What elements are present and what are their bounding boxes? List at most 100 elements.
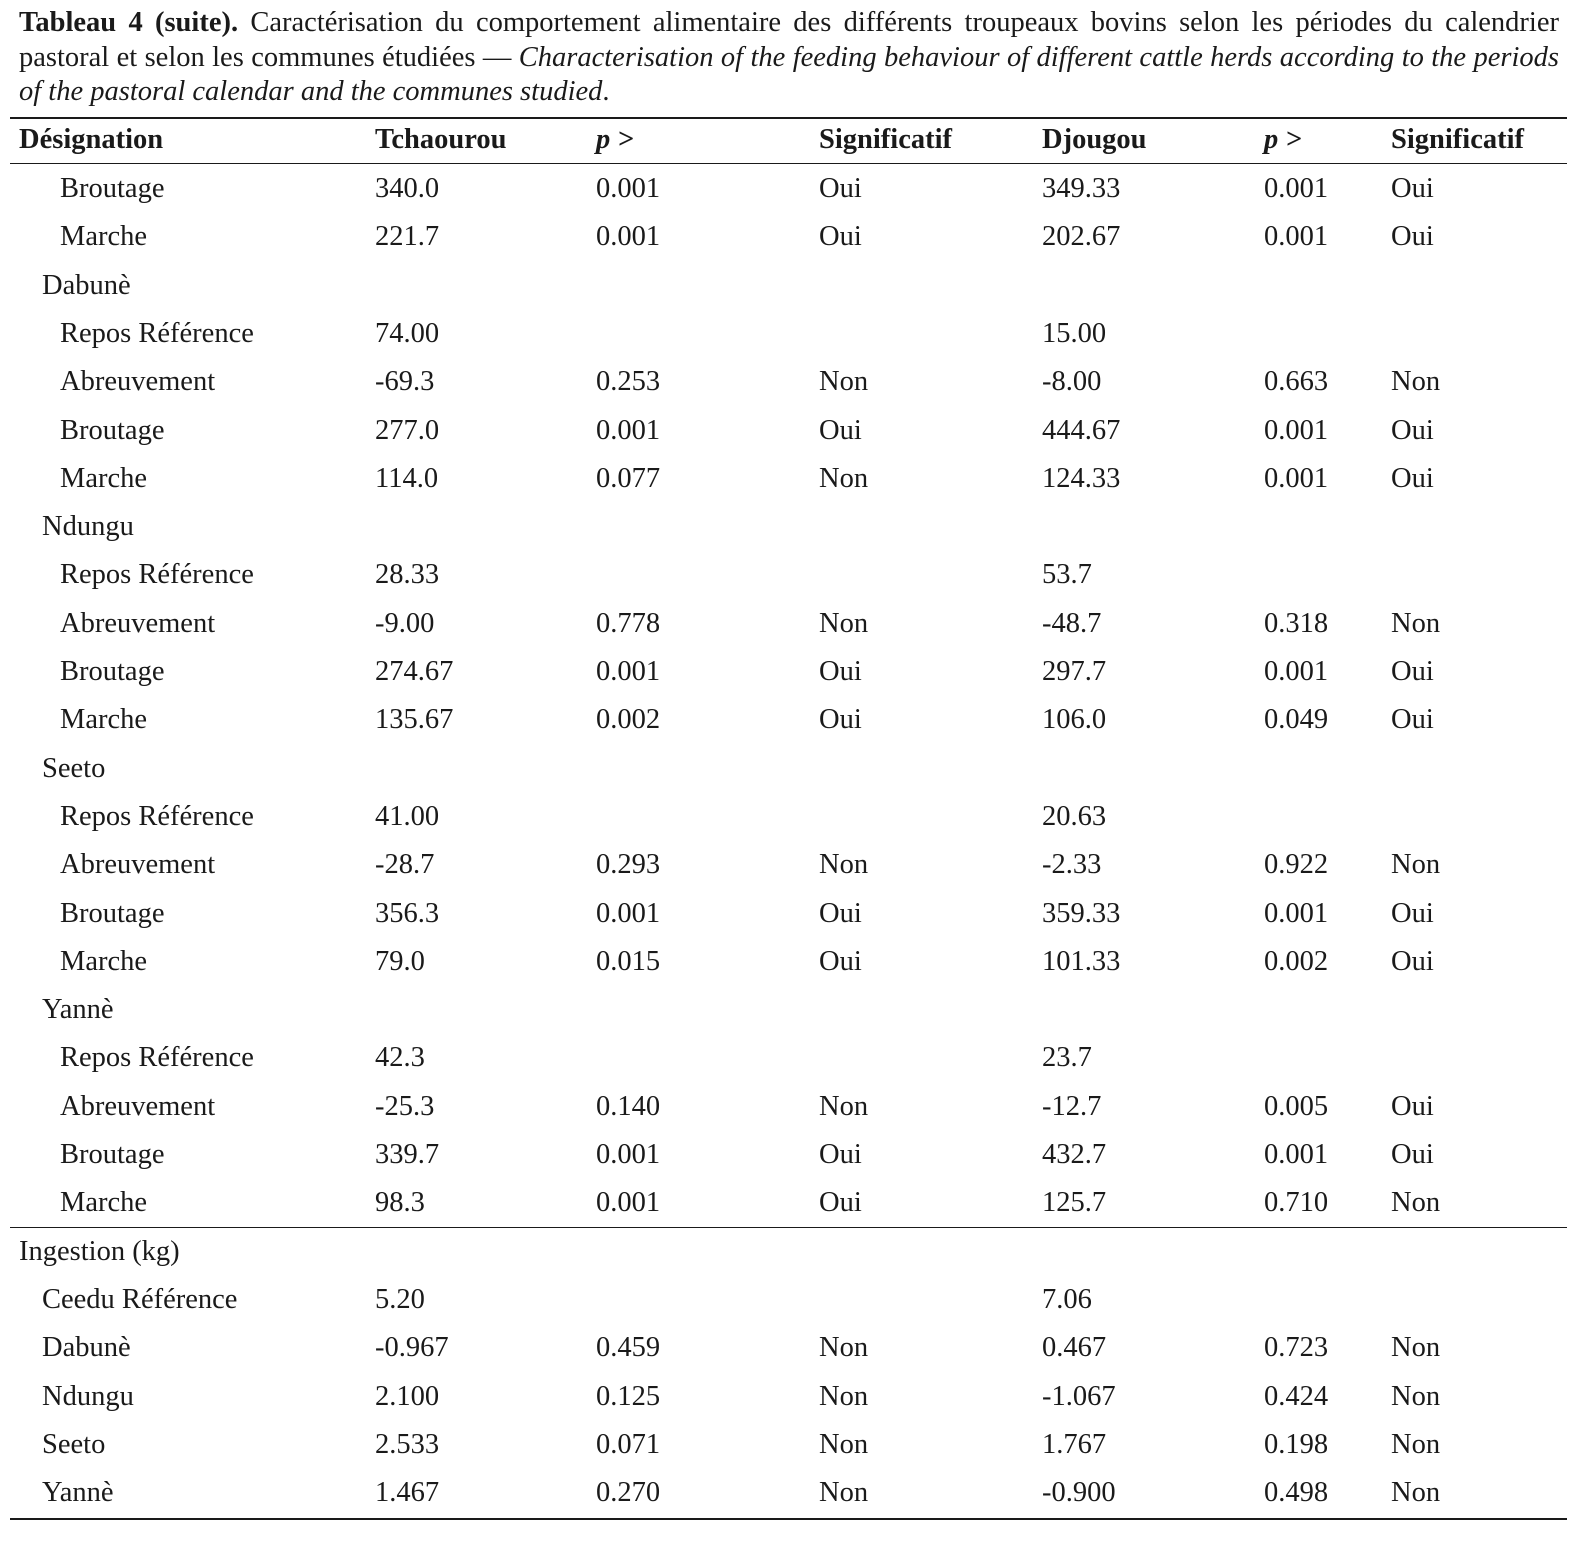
- cell-p-djougou: 0.005: [1264, 1090, 1329, 1122]
- table-bottom-rule: [10, 1518, 1567, 1520]
- cell-significatif-djougou: Oui: [1391, 1139, 1434, 1170]
- cell-significatif-tchaourou: Oui: [819, 173, 862, 204]
- cell-p-tchaourou: 0.778: [596, 607, 661, 639]
- table-header-rule: [10, 163, 1567, 164]
- cell-significatif-djougou: Non: [1391, 1187, 1441, 1219]
- cell-significatif-djougou: Oui: [1391, 897, 1434, 929]
- group-label: Yannè: [42, 1477, 114, 1509]
- cell-djougou: 15.00: [1042, 317, 1107, 349]
- cell-tchaourou: 339.7: [375, 1139, 440, 1170]
- caption-text-fr: Caractérisation du comportement alimenta…: [19, 7, 1559, 73]
- cell-tchaourou: -0.967: [375, 1332, 449, 1364]
- cell-significatif-tchaourou: Non: [819, 1428, 869, 1460]
- cell-tchaourou: -25.3: [375, 1090, 435, 1122]
- header-designation: Désignation: [19, 124, 164, 155]
- group-label: Ceedu Référence: [42, 1283, 238, 1315]
- header-djougou: Djougou: [1042, 124, 1147, 155]
- row-label: Repos Référence: [60, 559, 254, 591]
- row-label: Marche: [60, 1187, 148, 1219]
- group-label: Ndungu: [42, 1380, 134, 1412]
- cell-p-djougou: 0.318: [1264, 607, 1329, 639]
- header-significatif-djougou: Significatif: [1391, 124, 1524, 155]
- cell-p-djougou: 0.710: [1264, 1187, 1329, 1219]
- cell-djougou: 359.33: [1042, 897, 1121, 929]
- cell-djougou: 202.67: [1042, 221, 1121, 253]
- group-label: Ndungu: [42, 511, 134, 543]
- cell-tchaourou: 28.33: [375, 559, 440, 591]
- row-label: Abreuvement: [60, 849, 216, 881]
- row-label: Marche: [60, 221, 148, 253]
- cell-djougou: 53.7: [1042, 559, 1092, 591]
- cell-significatif-tchaourou: Non: [819, 1332, 869, 1364]
- group-label: Seeto: [42, 752, 106, 784]
- group-label: Yannè: [42, 994, 114, 1026]
- cell-djougou: 125.7: [1042, 1187, 1107, 1219]
- cell-tchaourou: 135.67: [375, 704, 454, 736]
- cell-djougou: 297.7: [1042, 656, 1107, 687]
- cell-djougou: 432.7: [1042, 1139, 1107, 1170]
- cell-tchaourou: 1.467: [375, 1477, 440, 1509]
- row-label: Marche: [60, 704, 148, 736]
- cell-significatif-tchaourou: Non: [819, 366, 869, 398]
- cell-p-djougou: 0.001: [1264, 1139, 1329, 1170]
- cell-p-djougou: 0.001: [1264, 173, 1329, 204]
- cell-djougou: 349.33: [1042, 173, 1121, 204]
- cell-p-djougou: 0.049: [1264, 704, 1329, 736]
- cell-p-djougou: 0.001: [1264, 221, 1329, 253]
- cell-p-tchaourou: 0.293: [596, 849, 661, 881]
- cell-p-djougou: 0.001: [1264, 462, 1329, 494]
- cell-tchaourou: -69.3: [375, 366, 435, 398]
- cell-djougou: 7.06: [1042, 1283, 1092, 1315]
- cell-tchaourou: 114.0: [375, 462, 439, 494]
- cell-significatif-tchaourou: Non: [819, 607, 869, 639]
- table-top-rule: [10, 117, 1567, 119]
- row-label: Abreuvement: [60, 366, 216, 398]
- cell-tchaourou: 42.3: [375, 1042, 425, 1074]
- cell-tchaourou: 41.00: [375, 800, 440, 832]
- row-label: Broutage: [60, 1139, 165, 1170]
- cell-significatif-tchaourou: Oui: [819, 414, 862, 446]
- row-label: Broutage: [60, 414, 165, 446]
- cell-p-tchaourou: 0.071: [596, 1428, 661, 1460]
- cell-djougou: 23.7: [1042, 1042, 1092, 1074]
- cell-p-tchaourou: 0.001: [596, 1187, 661, 1219]
- cell-significatif-tchaourou: Oui: [819, 897, 862, 929]
- cell-significatif-djougou: Oui: [1391, 704, 1434, 736]
- cell-p-tchaourou: 0.001: [596, 173, 661, 204]
- cell-p-djougou: 0.002: [1264, 945, 1329, 977]
- cell-tchaourou: 5.20: [375, 1283, 425, 1315]
- caption-text-en: Characterisation of the feeding behaviou…: [19, 41, 1559, 108]
- row-label: Abreuvement: [60, 607, 216, 639]
- header-p-djougou: p >: [1264, 124, 1302, 155]
- cell-djougou: -0.900: [1042, 1477, 1116, 1509]
- cell-tchaourou: 74.00: [375, 317, 440, 349]
- cell-p-tchaourou: 0.002: [596, 704, 661, 736]
- cell-tchaourou: 79.0: [375, 945, 425, 977]
- cell-p-tchaourou: 0.001: [596, 221, 661, 253]
- cell-significatif-djougou: Non: [1391, 849, 1441, 881]
- cell-significatif-djougou: Oui: [1391, 462, 1434, 494]
- cell-significatif-tchaourou: Non: [819, 1090, 869, 1122]
- row-label: Broutage: [60, 656, 165, 687]
- row-label: Abreuvement: [60, 1090, 216, 1122]
- cell-tchaourou: 2.100: [375, 1380, 440, 1412]
- group-label: Seeto: [42, 1428, 106, 1460]
- cell-significatif-djougou: Non: [1391, 1332, 1441, 1364]
- group-label: Dabunè: [42, 1332, 131, 1364]
- cell-significatif-djougou: Oui: [1391, 656, 1434, 687]
- cell-p-tchaourou: 0.459: [596, 1332, 661, 1364]
- cell-significatif-tchaourou: Non: [819, 462, 869, 494]
- cell-tchaourou: 274.67: [375, 656, 454, 687]
- group-label: Ingestion (kg): [19, 1235, 180, 1267]
- row-label: Marche: [60, 945, 148, 977]
- cell-significatif-djougou: Non: [1391, 366, 1441, 398]
- cell-p-tchaourou: 0.125: [596, 1380, 661, 1412]
- cell-significatif-tchaourou: Oui: [819, 1187, 862, 1219]
- cell-p-djougou: 0.663: [1264, 366, 1329, 398]
- cell-significatif-djougou: Non: [1391, 1428, 1441, 1460]
- cell-p-djougou: 0.001: [1264, 656, 1329, 687]
- caption-end: .: [602, 76, 610, 107]
- row-label: Broutage: [60, 897, 165, 929]
- cell-significatif-djougou: Non: [1391, 607, 1441, 639]
